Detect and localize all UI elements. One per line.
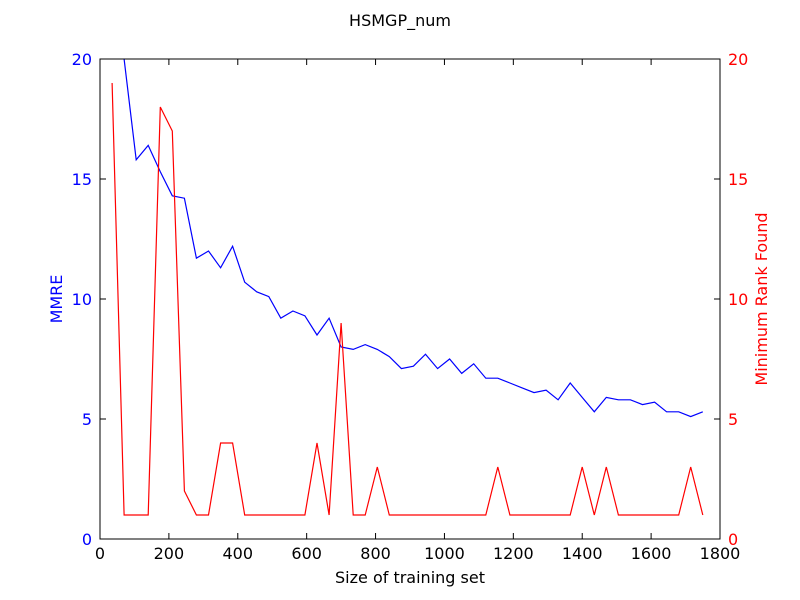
x-tick-label: 800 [360,544,391,563]
series-layer [111,59,704,516]
plot-frame [99,58,721,540]
min-rank-series-line [111,82,704,516]
mmre-series-line [123,59,704,418]
x-axis-ticks: 0 200 400 600 800 1000 1200 1400 1600 1800 [95,59,740,563]
right-y-tick-label: 15 [728,170,748,189]
left-y-axis-ticks: 0 5 10 15 20 [72,50,106,549]
left-y-axis-title: MMRE [47,275,66,324]
x-tick-label: 600 [291,544,322,563]
left-y-tick-label: 0 [82,530,92,549]
x-tick-label: 1200 [493,544,534,563]
right-y-tick-label: 20 [728,50,748,69]
left-y-tick-label: 15 [72,170,92,189]
right-y-axis-title: Minimum Rank Found [752,212,771,385]
x-tick-label: 1600 [631,544,672,563]
right-y-axis-ticks: 0 5 10 15 20 [714,50,748,549]
x-axis-title: Size of training set [335,568,485,587]
left-y-tick-label: 5 [82,410,92,429]
left-y-tick-label: 10 [72,290,92,309]
x-tick-label: 1000 [424,544,465,563]
x-tick-label: 400 [223,544,254,563]
x-tick-label: 0 [95,544,105,563]
right-y-tick-label: 0 [728,530,738,549]
right-y-tick-label: 5 [728,410,738,429]
right-y-tick-label: 10 [728,290,748,309]
x-tick-label: 1800 [700,544,741,563]
x-tick-label: 1400 [562,544,603,563]
x-tick-label: 200 [154,544,185,563]
left-y-tick-label: 20 [72,50,92,69]
chart-title: HSMGP_num [349,11,451,31]
